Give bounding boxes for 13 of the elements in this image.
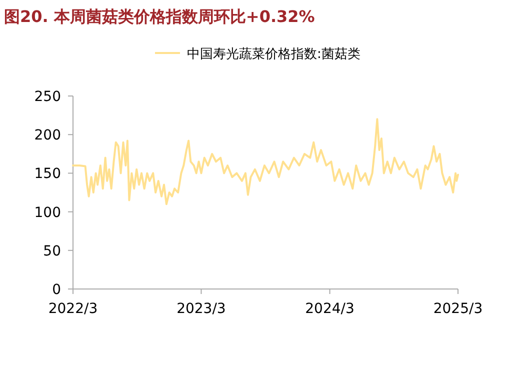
line-series bbox=[72, 118, 459, 206]
y-tick-label: 250 bbox=[34, 89, 61, 105]
y-tick-label: 100 bbox=[34, 204, 61, 221]
x-tick-label: 2025/3 bbox=[433, 301, 483, 317]
chart-title: 图20. 本周菌菇类价格指数周环比+0.32% bbox=[4, 7, 315, 26]
x-tick-label: 2023/3 bbox=[176, 301, 226, 317]
legend-label: 中国寿光蔬菜价格指数:菌菇类 bbox=[187, 47, 360, 62]
y-tick-label: 50 bbox=[43, 243, 61, 260]
x-tick-label: 2024/3 bbox=[305, 301, 354, 317]
y-tick-label: 200 bbox=[34, 128, 61, 144]
x-tick-label: 2022/3 bbox=[48, 301, 98, 317]
y-tick-label: 150 bbox=[34, 166, 61, 182]
y-tick-label: 0 bbox=[52, 282, 61, 298]
